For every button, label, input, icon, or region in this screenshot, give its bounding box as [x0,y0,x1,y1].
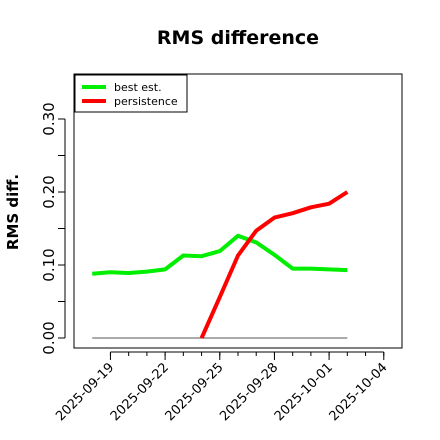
y-axis-label: RMS diff. [4,174,22,250]
y-tick-label: 0.00 [40,321,58,354]
x-tick-label: 2025-10-04 [327,360,391,424]
legend: best est.persistence [74,74,188,113]
series-line-persistence [199,190,349,339]
chart-title: RMS difference [157,27,319,49]
legend-box [74,74,188,113]
legend-label: best est. [114,81,162,94]
legend-label: persistence [114,95,178,108]
y-axis: 0.00 0.10 0.20 0.30 [40,102,66,355]
plot-border [73,73,403,349]
series-line-best-est [92,233,348,276]
x-axis: 2025-09-192025-09-222025-09-252025-09-28… [53,351,391,424]
y-tick-label: 0.20 [40,175,58,208]
y-tick-label: 0.30 [40,102,58,135]
series-layer [92,190,349,339]
y-tick-label: 0.10 [40,248,58,281]
